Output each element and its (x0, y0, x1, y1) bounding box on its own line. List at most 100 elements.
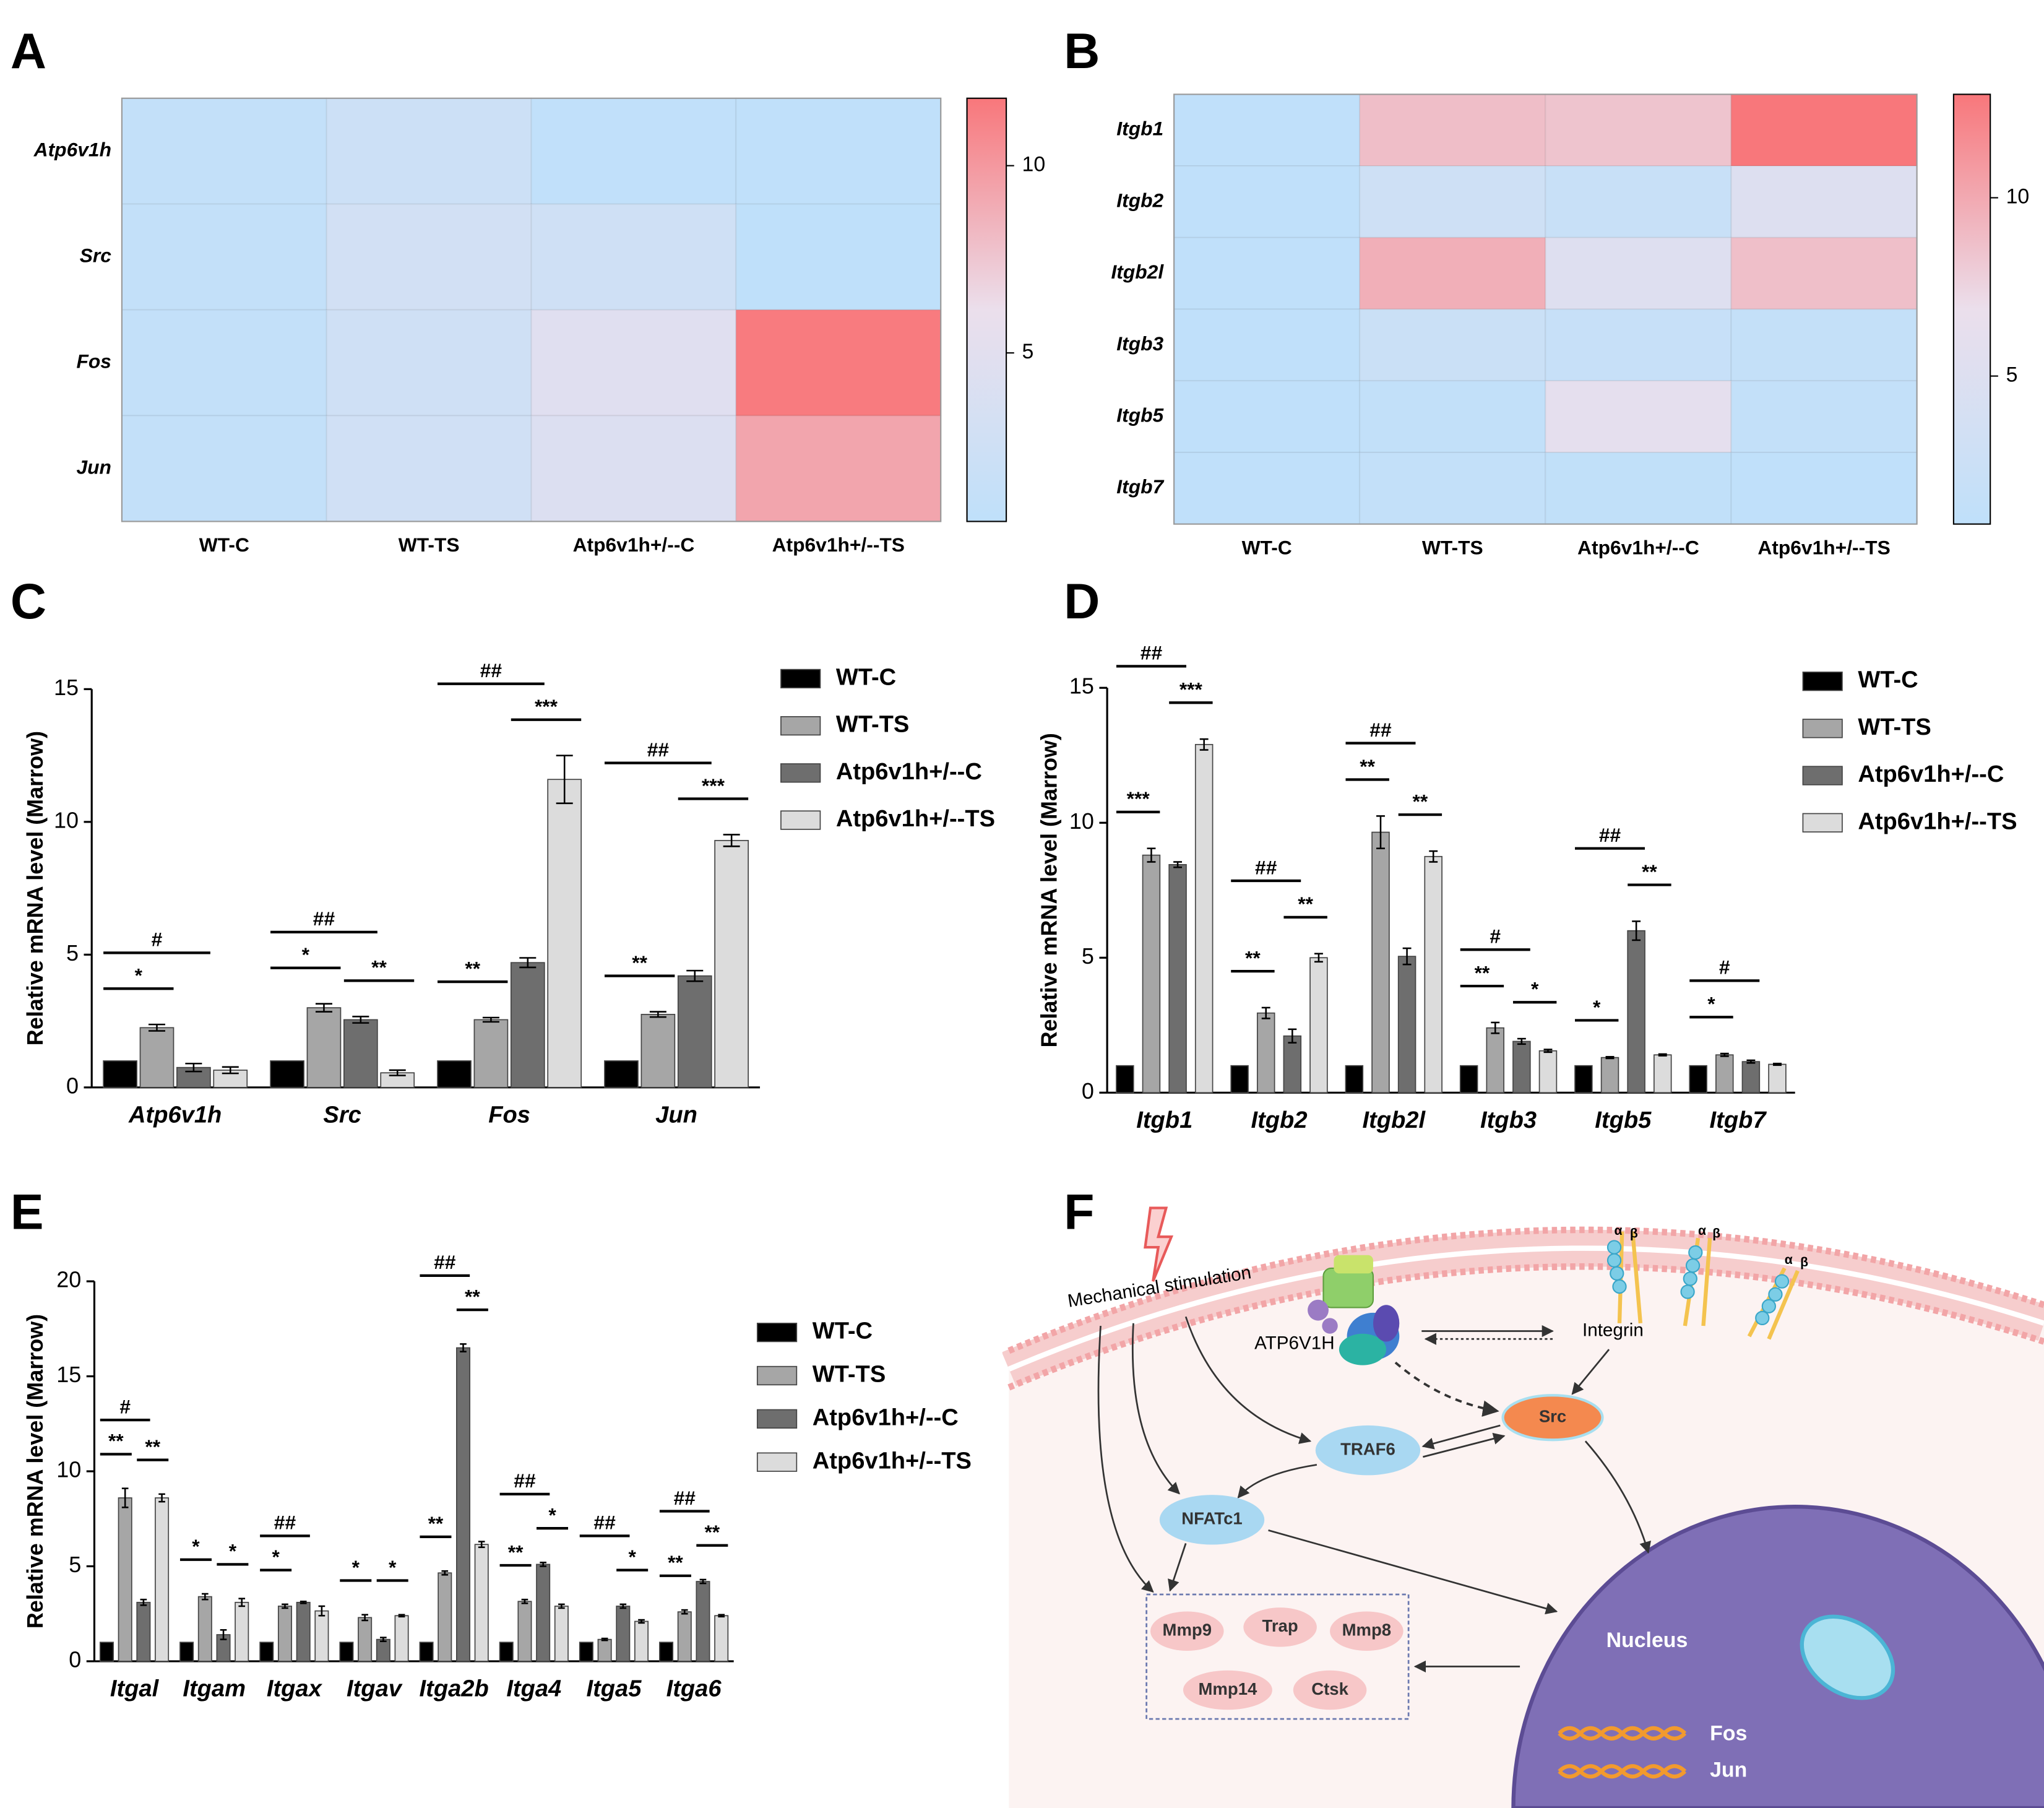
bar (714, 840, 749, 1088)
significance-label: ## (593, 1512, 616, 1534)
target-label: Mmp8 (1342, 1620, 1392, 1640)
bar (296, 1601, 311, 1662)
error-bar (1199, 738, 1209, 751)
error-bar (158, 1493, 165, 1503)
bar (438, 1572, 452, 1662)
x-tick-label: Itga6 (666, 1676, 722, 1702)
error-bar (1376, 815, 1385, 849)
significance-label: ** (668, 1551, 683, 1573)
x-tick-label: Itga4 (506, 1676, 561, 1702)
heatmap-cell (1730, 236, 1918, 310)
legend-swatch (1802, 672, 1843, 691)
column-label: WT-TS (399, 534, 460, 556)
row-label: Itgb2l (1111, 261, 1164, 283)
error-bar (1288, 1028, 1297, 1044)
organelle (1800, 1614, 1895, 1700)
gene-label: Jun (1710, 1758, 1747, 1782)
heatmap-cell (1359, 308, 1546, 382)
bar (179, 1641, 194, 1662)
heatmap-cell (1359, 165, 1546, 238)
error-bar (1632, 920, 1641, 941)
heatmap-cell (121, 97, 327, 205)
legend-label: WT-C (813, 1318, 873, 1344)
heatmap-cell (1545, 451, 1732, 525)
membrane-core (1007, 1245, 2044, 1372)
heatmap-cell (1173, 165, 1361, 238)
colorbar (1952, 93, 1991, 525)
error-bar (398, 1614, 405, 1618)
row-label: Jun (77, 456, 111, 478)
error-bar (352, 1016, 369, 1024)
colorbar (966, 97, 1007, 522)
significance-label: ** (1360, 755, 1375, 777)
error-bar (380, 1637, 387, 1642)
bar (677, 1611, 692, 1662)
significance-label: * (548, 1503, 556, 1526)
bar (1168, 864, 1187, 1094)
error-bar (521, 1598, 528, 1604)
bar (510, 962, 545, 1088)
target-label: Ctsk (1311, 1679, 1348, 1698)
bar (1768, 1063, 1787, 1094)
heatmap-cell (1545, 165, 1732, 238)
bar (579, 1641, 593, 1662)
significance-label: ## (1369, 719, 1392, 741)
target-label: Trap (1262, 1616, 1298, 1635)
bar (277, 1606, 292, 1662)
heatmap-cell (1545, 93, 1732, 167)
bar (103, 1060, 137, 1088)
error-bar (478, 1541, 485, 1549)
bar (1627, 930, 1645, 1094)
arrows (1097, 1316, 1652, 1673)
significance-label: *** (535, 695, 558, 717)
target-box (1145, 1593, 1410, 1720)
error-bar (699, 1578, 707, 1585)
bar (1194, 743, 1214, 1094)
error-bar (1147, 847, 1156, 863)
bar (394, 1615, 409, 1662)
y-tick-label: 5 (69, 1552, 81, 1577)
error-bar (519, 957, 537, 969)
node-label: Src (1539, 1407, 1566, 1426)
heatmap-cell (1545, 308, 1732, 382)
panel-letter: F (1064, 1185, 1094, 1240)
bar (659, 1641, 674, 1662)
x-tick-label: Itgax (267, 1676, 323, 1702)
bar (616, 1606, 631, 1662)
bar (1538, 1050, 1558, 1094)
panel-letter: D (1064, 574, 1100, 629)
significance-label: ** (632, 951, 647, 974)
error-bar (140, 1598, 147, 1606)
error-bar (441, 1570, 449, 1576)
heatmap-frame (1173, 93, 1918, 525)
bar (554, 1606, 569, 1662)
significance-label: ## (1255, 856, 1277, 878)
src-node (1501, 1394, 1604, 1442)
colorbar-tick-label: 5 (1022, 340, 1034, 363)
target-node (1330, 1611, 1404, 1651)
error-bar (1261, 1006, 1270, 1019)
error-bar (1402, 947, 1412, 966)
significance-label: ** (145, 1435, 160, 1458)
bar (1116, 1065, 1134, 1094)
error-bar (300, 1600, 307, 1604)
error-bar (282, 1603, 288, 1609)
x-tick-label: Itgav (347, 1676, 403, 1702)
panel-letter: E (11, 1185, 44, 1240)
significance-label: *** (1179, 678, 1203, 701)
bar (339, 1641, 354, 1662)
x-tick-label: Atp6v1h (128, 1102, 222, 1128)
bar (1574, 1065, 1593, 1094)
bar (1371, 831, 1390, 1094)
error-bar (460, 1343, 467, 1352)
significance-label: * (389, 1556, 397, 1578)
error-bar (185, 1062, 202, 1073)
error-bar (556, 755, 573, 805)
error-bar (718, 1614, 725, 1618)
heatmap-cell (1173, 308, 1361, 382)
x-tick-label: Jun (655, 1102, 697, 1128)
mechanism-diagram: α β α β α β Mechanic (1002, 1206, 2044, 1808)
integrin-beta: β (1630, 1226, 1638, 1240)
legend-label: Atp6v1h+/--C (813, 1404, 959, 1430)
heatmap-cell (1730, 165, 1918, 238)
